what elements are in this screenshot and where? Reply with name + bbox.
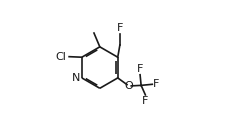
Text: F: F bbox=[142, 96, 148, 106]
Text: Cl: Cl bbox=[55, 52, 66, 62]
Text: F: F bbox=[153, 79, 159, 89]
Text: O: O bbox=[124, 81, 133, 91]
Text: F: F bbox=[136, 64, 143, 74]
Text: F: F bbox=[116, 22, 123, 33]
Text: N: N bbox=[72, 73, 80, 83]
